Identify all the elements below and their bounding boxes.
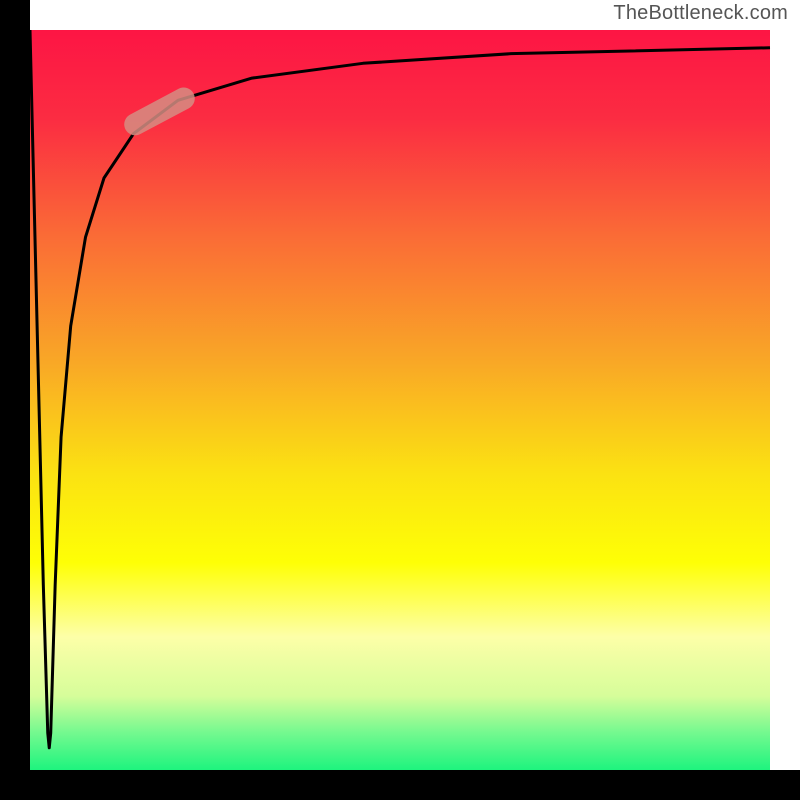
x-axis (0, 770, 800, 800)
plot-background (30, 30, 770, 770)
bottleneck-chart: TheBottleneck.com (0, 0, 800, 800)
axis-corner (0, 0, 30, 30)
y-axis (0, 0, 30, 800)
chart-canvas (0, 0, 800, 800)
attribution-text: TheBottleneck.com (613, 2, 788, 25)
